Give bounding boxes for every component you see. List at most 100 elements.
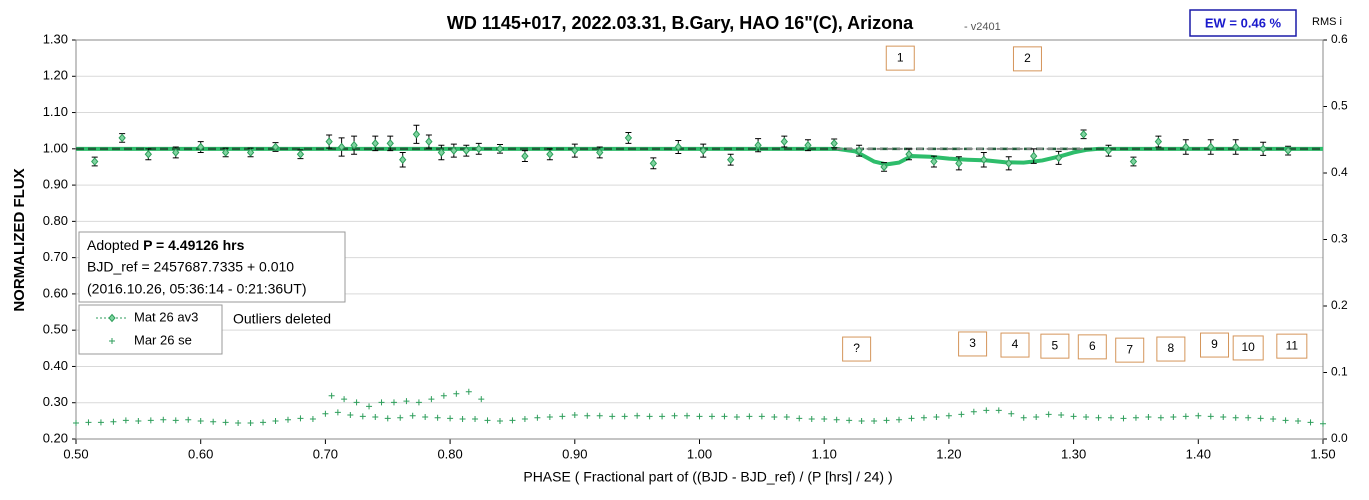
annotation-box — [1200, 332, 1230, 358]
annotation-label: 2 — [1024, 51, 1031, 65]
y2-tick-label: 0.2 — [1331, 298, 1348, 312]
info-prefix: Adopted — [87, 237, 143, 253]
rms-point — [671, 412, 678, 419]
data-point — [1207, 142, 1215, 152]
data-point — [450, 146, 458, 155]
rms-point — [920, 414, 927, 421]
rms-point — [390, 399, 397, 406]
annotation-box — [1077, 334, 1107, 360]
data-point — [399, 155, 407, 164]
rms-point — [1095, 414, 1102, 421]
x-tick-label: 0.90 — [562, 446, 587, 461]
data-point — [855, 146, 863, 155]
data-point — [425, 137, 433, 146]
data-point — [754, 140, 762, 150]
data-point — [1054, 153, 1063, 163]
rms-point — [596, 412, 603, 419]
rms-point — [721, 413, 728, 420]
rms-point — [347, 412, 354, 419]
x-tick-label: 1.00 — [687, 446, 712, 461]
y-tick-label: 1.30 — [43, 31, 68, 46]
y2-tick-label: 0.0 — [1331, 431, 1348, 445]
data-point — [437, 148, 446, 157]
rms-point — [409, 412, 416, 419]
rms-point — [1232, 414, 1239, 421]
y-tick-label: 0.20 — [43, 430, 68, 445]
data-point — [1104, 146, 1113, 155]
info-line: BJD_ref = 2457687.7335 + 0.010 — [87, 259, 294, 275]
data-point — [271, 142, 280, 152]
rms-point — [1070, 413, 1077, 420]
rms-point — [883, 417, 890, 424]
rms-point — [896, 416, 903, 423]
rms-point — [609, 413, 616, 420]
y-tick-label: 1.00 — [43, 140, 68, 155]
x-tick-label: 0.80 — [437, 446, 462, 461]
data-point — [955, 159, 963, 168]
data-point — [980, 155, 988, 164]
y2-tick-label: 0.3 — [1331, 232, 1348, 246]
data-point — [350, 140, 358, 150]
data-point — [1182, 142, 1190, 152]
annotation-label: 10 — [1242, 340, 1256, 354]
rms-point — [758, 413, 765, 420]
rms-point — [634, 412, 641, 419]
rms-point — [1120, 415, 1127, 422]
annotation-box — [1000, 332, 1030, 358]
annotation-label: 8 — [1168, 341, 1175, 355]
annotation-box — [1040, 333, 1070, 359]
rms-point — [447, 415, 454, 422]
annotation-box — [958, 331, 988, 357]
rms-point — [646, 413, 653, 420]
annotation-label: 7 — [1126, 342, 1133, 356]
rms-point — [521, 416, 528, 423]
data-point — [144, 149, 152, 159]
rms-point — [995, 407, 1002, 414]
legend-marker — [108, 313, 116, 323]
legend-entries: Mat 26 av3 Mar 26 se — [96, 309, 198, 347]
rms-point — [440, 392, 447, 399]
annotation-box — [1232, 335, 1264, 361]
annotation-label: ? — [853, 341, 860, 355]
x-axis-title: PHASE ( Fractional part of ((BJD - BJD_r… — [523, 469, 892, 485]
rms-point — [160, 416, 167, 423]
y2-axis-title: RMS i — [1312, 16, 1342, 28]
annotation-label: 6 — [1089, 339, 1096, 353]
rms-point — [328, 392, 335, 399]
ew-label: EW = 0.46 % — [1205, 15, 1282, 30]
data-point — [371, 139, 379, 148]
data-point — [930, 157, 938, 166]
rms-point — [1008, 410, 1015, 417]
rms-point — [260, 419, 267, 426]
data-point — [780, 137, 788, 146]
rms-point — [908, 415, 915, 422]
x-tick-label: 1.10 — [812, 446, 837, 461]
rms-point — [359, 413, 366, 420]
y-tick-label: 0.90 — [43, 177, 68, 192]
rms-point — [309, 416, 316, 423]
rms-point — [415, 399, 422, 406]
rms-point — [945, 412, 952, 419]
annotation-box — [842, 336, 872, 362]
rms-point — [341, 396, 348, 403]
rms-point — [496, 418, 503, 425]
rms-point — [1145, 414, 1152, 421]
rms-point — [1045, 411, 1052, 418]
note: Outliers deleted — [233, 311, 331, 327]
rms-point — [459, 416, 466, 423]
y2-tick-label: 0.6 — [1331, 32, 1348, 46]
plot-frame — [75, 39, 1324, 440]
rms-point — [366, 403, 373, 410]
rms-point — [659, 413, 666, 420]
rms-point — [871, 418, 878, 425]
rms-point — [235, 420, 242, 427]
rms-point — [122, 417, 129, 424]
legend-label: Mar 26 se — [134, 332, 192, 347]
rms-point — [197, 418, 204, 425]
data-point — [1154, 137, 1163, 146]
rms-point — [472, 416, 479, 423]
rms-point — [247, 420, 254, 427]
rms-point — [708, 413, 715, 420]
annotation-box — [885, 45, 915, 71]
